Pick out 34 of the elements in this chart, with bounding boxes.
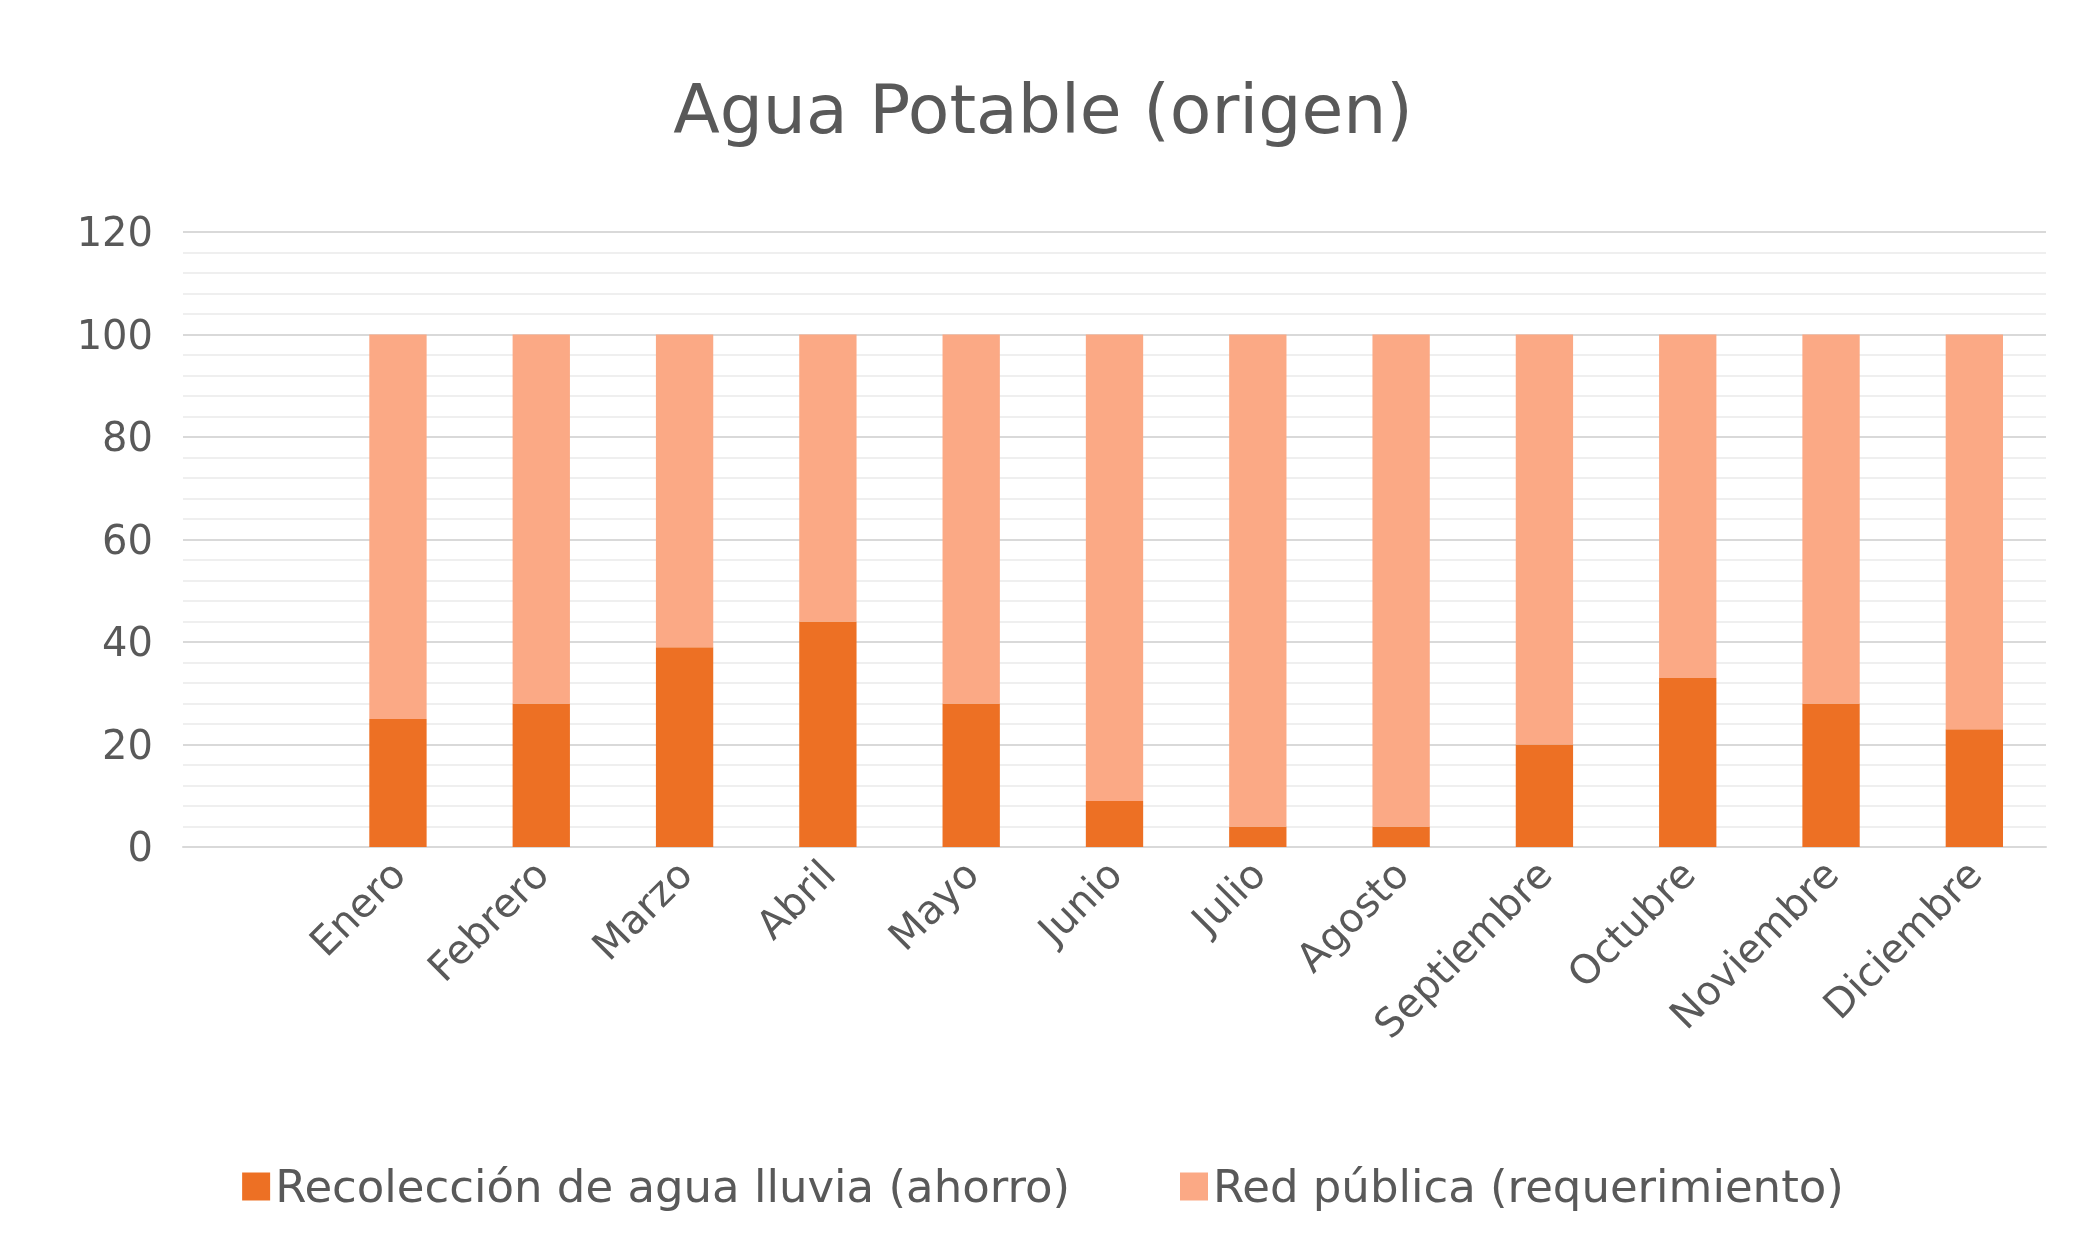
bar [1945, 729, 2004, 847]
y-tick-label: 40 [102, 619, 153, 665]
bar [1515, 334, 1574, 745]
bar [1085, 334, 1144, 801]
bar [1659, 334, 1717, 678]
bar [1372, 334, 1430, 827]
bar [512, 334, 570, 704]
bar [512, 703, 570, 847]
y-tick-label: 100 [76, 311, 153, 358]
bar [942, 703, 1000, 847]
bar [1659, 677, 1717, 847]
bar [1229, 826, 1287, 847]
bar [942, 334, 1000, 704]
bar [799, 334, 857, 622]
bar [369, 334, 427, 719]
y-tick-label: 0 [127, 824, 153, 870]
bar [1945, 334, 2004, 730]
y-tick-label: 60 [102, 516, 153, 563]
bar [1515, 744, 1574, 847]
bar [1085, 800, 1144, 847]
bar [799, 621, 857, 847]
y-tick-label: 20 [102, 721, 153, 768]
bar [1802, 703, 1860, 847]
y-tick-label: 80 [102, 414, 153, 460]
chart-title: Agua Potable (origen) [673, 69, 1413, 149]
y-tick-label: 120 [76, 209, 153, 255]
bar [1229, 334, 1287, 827]
bar [369, 718, 427, 847]
legend-label: Red pública (requerimiento) [1212, 1160, 1844, 1213]
bar [1372, 826, 1430, 847]
bar [655, 647, 714, 847]
bar [1802, 334, 1860, 704]
legend-label: Recolección de agua lluvia (ahorro) [275, 1160, 1071, 1213]
bar [655, 334, 714, 648]
